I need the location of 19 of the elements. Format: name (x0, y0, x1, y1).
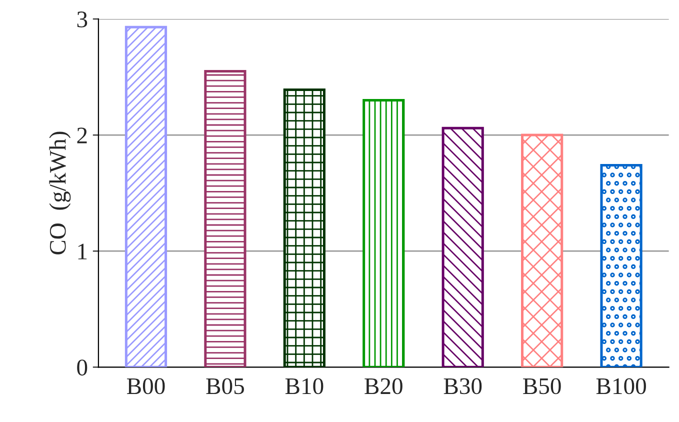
x-tick-label: B50 (523, 378, 561, 394)
x-tick-label: B10 (285, 378, 324, 394)
x-tick-label: B30 (444, 378, 482, 394)
y-tick-label: 0 (77, 360, 88, 376)
x-tick-label: B20 (364, 378, 402, 394)
y-tick-label: 3 (77, 12, 88, 28)
y-axis-title: CO (g/kWh) (49, 132, 71, 254)
bar (362, 98, 405, 368)
y-tick-label: 2 (77, 128, 87, 144)
x-tick-label: B05 (206, 378, 244, 394)
x-tick-label: B00 (126, 378, 165, 394)
bar (283, 88, 326, 368)
bar (600, 164, 642, 368)
bar (442, 126, 484, 368)
x-tick-label: B100 (596, 378, 646, 394)
bar (124, 26, 168, 368)
bar (204, 70, 246, 368)
y-tick-label: 1 (78, 244, 87, 260)
bar (521, 134, 564, 368)
